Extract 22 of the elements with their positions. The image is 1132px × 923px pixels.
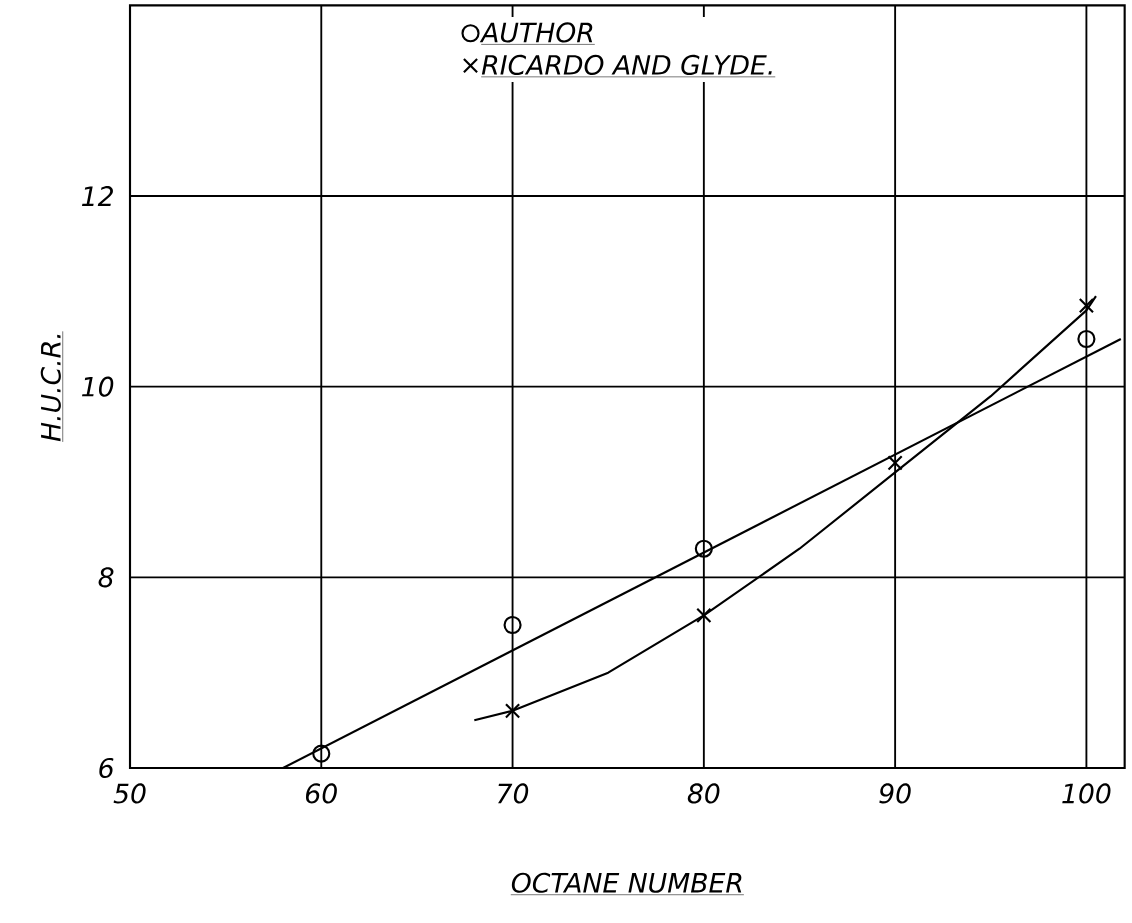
x-tick-label: 90 xyxy=(879,783,911,804)
legend-label: RICARDO AND GLYDE. xyxy=(481,54,772,75)
point xyxy=(1078,297,1095,314)
point xyxy=(312,744,331,763)
point xyxy=(696,607,712,624)
y-axis-title: H.U.C.R. xyxy=(40,334,61,442)
x-axis-title: OCTANE NUMBER xyxy=(511,872,742,893)
point xyxy=(887,455,903,471)
point xyxy=(694,539,713,558)
x-tick-label: 60 xyxy=(305,783,337,804)
x-tick-label: 50 xyxy=(113,783,146,804)
point xyxy=(503,615,522,635)
y-tick-label: 8 xyxy=(98,567,114,588)
point xyxy=(1077,329,1096,349)
x-tick-label: 70 xyxy=(498,783,529,804)
legend-label: AUTHOR xyxy=(479,22,593,43)
y-tick-label: 6 xyxy=(99,757,114,779)
x-tick-label: 80 xyxy=(687,783,720,804)
y-tick-label: 12 xyxy=(81,186,113,206)
point xyxy=(504,703,521,719)
x-tick-label: 100 xyxy=(1062,783,1111,804)
y-tick-label: 10 xyxy=(81,376,114,397)
